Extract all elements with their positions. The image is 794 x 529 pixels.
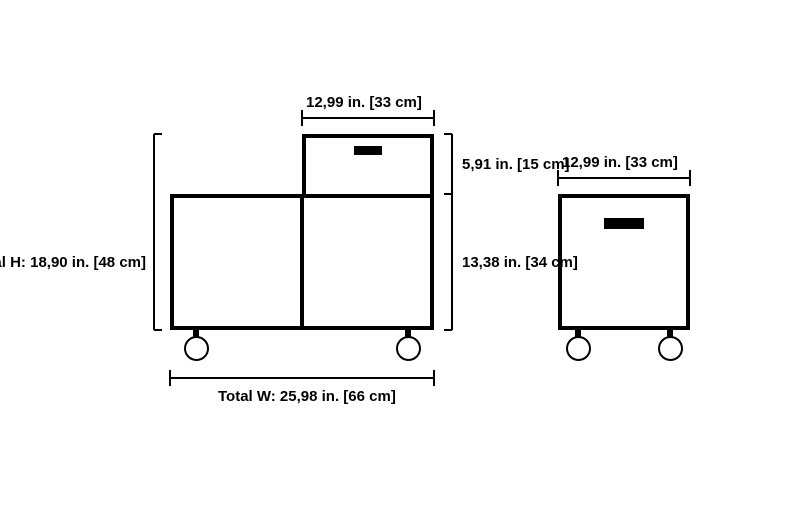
front-drawer (302, 134, 434, 198)
front-wheel-right (396, 336, 421, 361)
label-drawer-width: 12,99 in. [33 cm] (306, 94, 422, 111)
diagram-stage: 12,99 in. [33 cm] 5,91 in. [15 cm] 13,38… (0, 0, 794, 529)
label-total-width: Total W: 25,98 in. [66 cm] (218, 388, 396, 405)
front-divider (300, 194, 304, 330)
front-drawer-handle (354, 146, 382, 155)
label-drawer-height: 5,91 in. [15 cm] (462, 156, 570, 173)
label-side-width: 12,99 in. [33 cm] (562, 154, 678, 171)
label-total-height: Total H: 18,90 in. [48 cm] (0, 254, 146, 271)
front-wheel-left (184, 336, 209, 361)
side-handle (604, 218, 644, 229)
side-wheel-left (566, 336, 591, 361)
side-wheel-right (658, 336, 683, 361)
label-cabinet-height: 13,38 in. [34 cm] (462, 254, 578, 271)
